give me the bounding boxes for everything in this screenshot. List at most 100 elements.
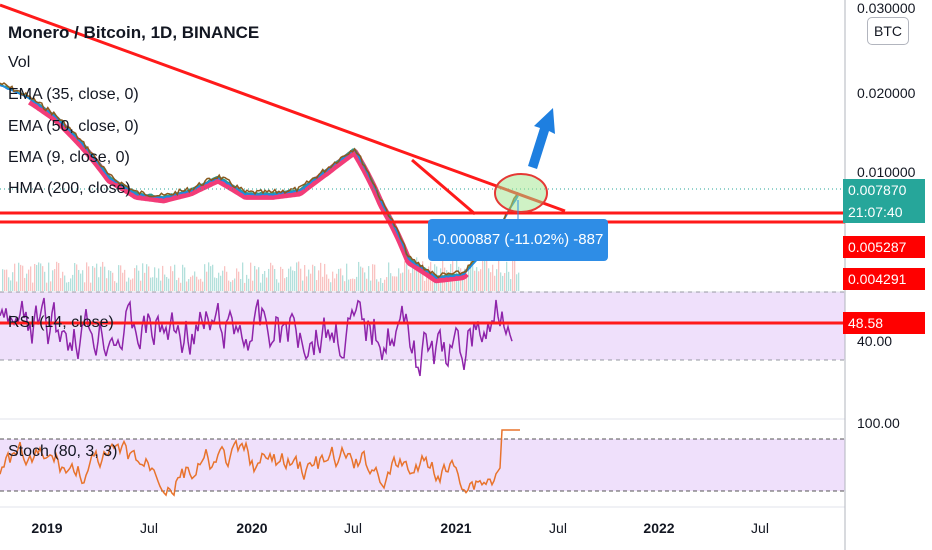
volume-bar <box>56 261 58 291</box>
volume-bar <box>316 280 318 291</box>
volume-bar <box>376 279 378 291</box>
volume-bar <box>116 282 118 291</box>
volume-bar <box>98 277 100 291</box>
volume-bar <box>298 261 300 291</box>
volume-bar <box>406 257 408 291</box>
currency-button[interactable]: BTC <box>867 17 909 45</box>
stoch-label[interactable]: Stoch (80, 3, 3) <box>8 443 118 460</box>
volume-bar <box>248 278 250 291</box>
volume-bar <box>286 277 288 291</box>
volume-bar <box>304 265 306 291</box>
volume-bar <box>246 274 248 291</box>
ema50-line <box>0 84 519 280</box>
volume-bar <box>388 262 390 291</box>
measure-tooltip[interactable]: -0.000887 (-11.02%) -887 <box>428 219 608 261</box>
volume-bar <box>262 273 264 291</box>
target-ellipse[interactable] <box>494 173 548 213</box>
volume-bar <box>154 267 156 291</box>
volume-bar <box>414 264 416 291</box>
volume-bar <box>328 278 330 291</box>
volume-bar <box>174 264 176 291</box>
volume-bar <box>426 268 428 291</box>
volume-bar <box>432 273 434 291</box>
volume-bar <box>210 266 212 291</box>
volume-bar <box>290 266 292 291</box>
indicator-ema9[interactable]: EMA (9, close, 0) <box>8 149 130 166</box>
volume-bar <box>34 263 36 291</box>
volume-bar <box>32 282 34 291</box>
level-tag-1: 0.005287 <box>843 236 925 258</box>
up-arrow[interactable] <box>528 108 555 169</box>
volume-bar <box>372 264 374 291</box>
trendline[interactable] <box>0 3 566 213</box>
volume-bar <box>70 278 72 291</box>
volume-bar <box>194 271 196 291</box>
volume-bar <box>158 268 160 291</box>
volume-bar <box>424 280 426 291</box>
time-tick-jul-2019: Jul <box>140 520 158 536</box>
volume-bar <box>118 265 120 291</box>
rsi-label[interactable]: RSI (14, close) <box>8 314 114 331</box>
volume-bar <box>198 279 200 291</box>
rsi-tick: 40.00 <box>857 333 893 349</box>
volume-bar <box>92 266 94 291</box>
volume-bar <box>464 268 466 291</box>
volume-bar <box>80 273 82 291</box>
volume-bar <box>512 257 514 291</box>
volume-bar <box>160 280 162 291</box>
volume-bar <box>66 282 68 291</box>
volume-bar <box>462 276 464 291</box>
volume-bar <box>208 262 210 291</box>
volume-bar <box>172 271 174 291</box>
volume-bar <box>518 272 520 291</box>
volume-bar <box>218 272 220 291</box>
level-tag-2: 0.004291 <box>843 268 925 290</box>
volume-bar <box>282 268 284 291</box>
trendline-2[interactable] <box>411 158 476 216</box>
volume-bar <box>48 262 50 291</box>
volume-bar <box>514 260 516 291</box>
volume-bar <box>390 273 392 291</box>
volume-bar <box>228 280 230 291</box>
volume-bar <box>236 268 238 291</box>
volume-bar <box>140 280 142 291</box>
volume-bar <box>16 281 18 291</box>
volume-bar <box>54 269 56 291</box>
volume-bar <box>238 271 240 291</box>
volume-bar <box>380 278 382 291</box>
volume-bar <box>182 264 184 291</box>
volume-bar <box>36 264 38 291</box>
volume-bar <box>496 269 498 291</box>
volume-bar <box>52 270 54 291</box>
volume-bar <box>508 271 510 291</box>
volume-bar <box>24 277 26 291</box>
volume-bar <box>394 276 396 291</box>
volume-bar <box>216 278 218 291</box>
volume-bar <box>186 281 188 291</box>
volume-bar <box>334 278 336 291</box>
countdown-tag: 21:07:40 <box>843 201 925 223</box>
volume-bar <box>60 278 62 291</box>
time-tick-2019: 2019 <box>31 520 63 536</box>
volume-bar <box>206 271 208 291</box>
volume-bar <box>312 264 314 291</box>
indicator-ema35[interactable]: EMA (35, close, 0) <box>8 86 139 103</box>
indicator-ema50[interactable]: EMA (50, close, 0) <box>8 118 139 135</box>
volume-bar <box>130 279 132 291</box>
symbol-title[interactable]: Monero / Bitcoin, 1D, BINANCE <box>8 23 260 42</box>
volume-bar <box>10 280 12 291</box>
volume-bar <box>382 282 384 291</box>
stoch-line <box>0 429 520 497</box>
time-tick-jul-2021: Jul <box>549 520 567 536</box>
indicator-vol[interactable]: Vol <box>8 54 31 71</box>
stoch-tick: 100.00 <box>857 415 900 431</box>
volume-bar <box>488 268 490 291</box>
volume-bar <box>212 264 214 291</box>
volume-bar <box>500 272 502 291</box>
volume-bar <box>448 276 450 291</box>
volume-bar <box>362 267 364 291</box>
volume-bar <box>284 278 286 291</box>
volume-bar <box>176 280 178 291</box>
indicator-hma200[interactable]: HMA (200, close) <box>8 180 131 197</box>
